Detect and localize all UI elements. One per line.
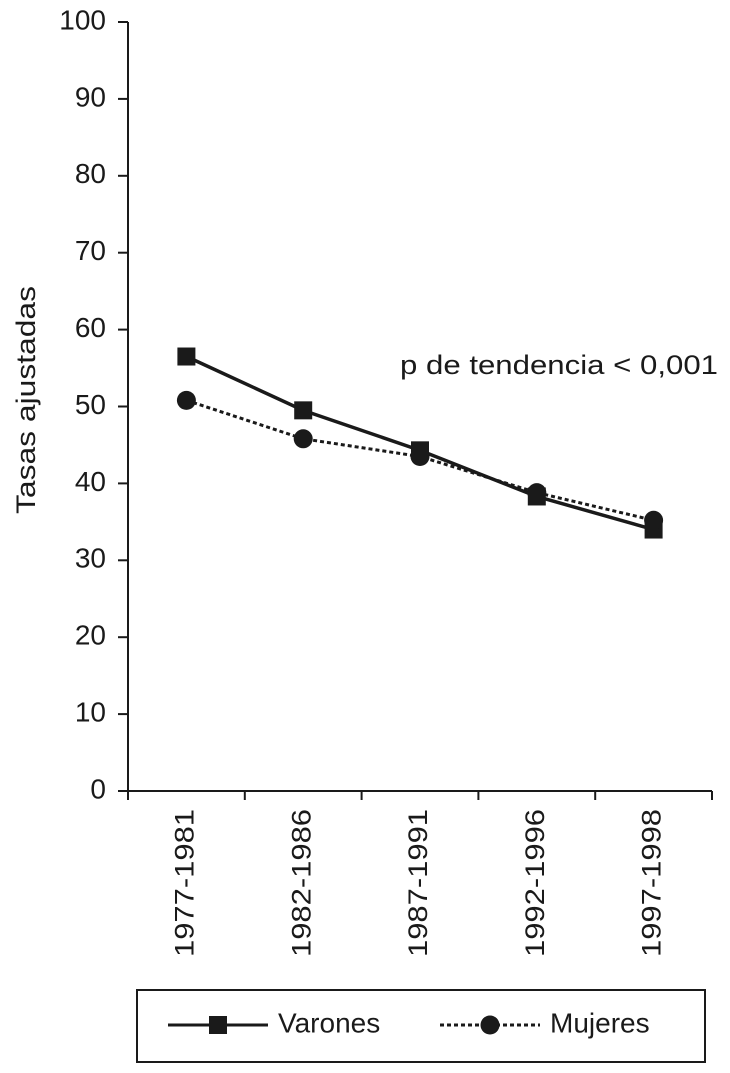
x-tick-label: 1987-1991 xyxy=(403,809,433,957)
marker xyxy=(293,429,313,449)
y-tick-label: 30 xyxy=(75,543,106,574)
marker xyxy=(176,390,196,410)
marker xyxy=(294,401,313,420)
x-tick-label: 1982-1986 xyxy=(286,809,316,957)
x-tick-label: 1977-1981 xyxy=(170,809,200,957)
y-tick-label: 50 xyxy=(75,389,106,420)
y-tick-label: 40 xyxy=(75,466,106,497)
y-axis-label: Tasas ajustadas xyxy=(11,286,41,514)
legend-label: Mujeres xyxy=(550,1007,650,1038)
marker xyxy=(527,483,547,503)
marker xyxy=(410,446,430,466)
marker xyxy=(209,1016,227,1034)
x-tick-label: 1997-1998 xyxy=(637,809,667,957)
y-tick-label: 70 xyxy=(75,235,106,266)
y-tick-label: 20 xyxy=(75,620,106,651)
y-tick-label: 90 xyxy=(75,81,106,112)
marker xyxy=(480,1015,500,1035)
marker xyxy=(644,510,664,530)
y-tick-label: 10 xyxy=(75,696,106,727)
legend-label: Varones xyxy=(278,1007,380,1038)
marker xyxy=(177,347,196,366)
y-tick-label: 80 xyxy=(75,158,106,189)
y-tick-label: 60 xyxy=(75,312,106,343)
y-tick-label: 100 xyxy=(59,4,106,35)
legend-box xyxy=(136,989,706,1063)
y-tick-label: 0 xyxy=(90,773,106,804)
annotation: p de tendencia < 0,001 xyxy=(400,350,718,380)
x-tick-label: 1992-1996 xyxy=(520,809,550,957)
